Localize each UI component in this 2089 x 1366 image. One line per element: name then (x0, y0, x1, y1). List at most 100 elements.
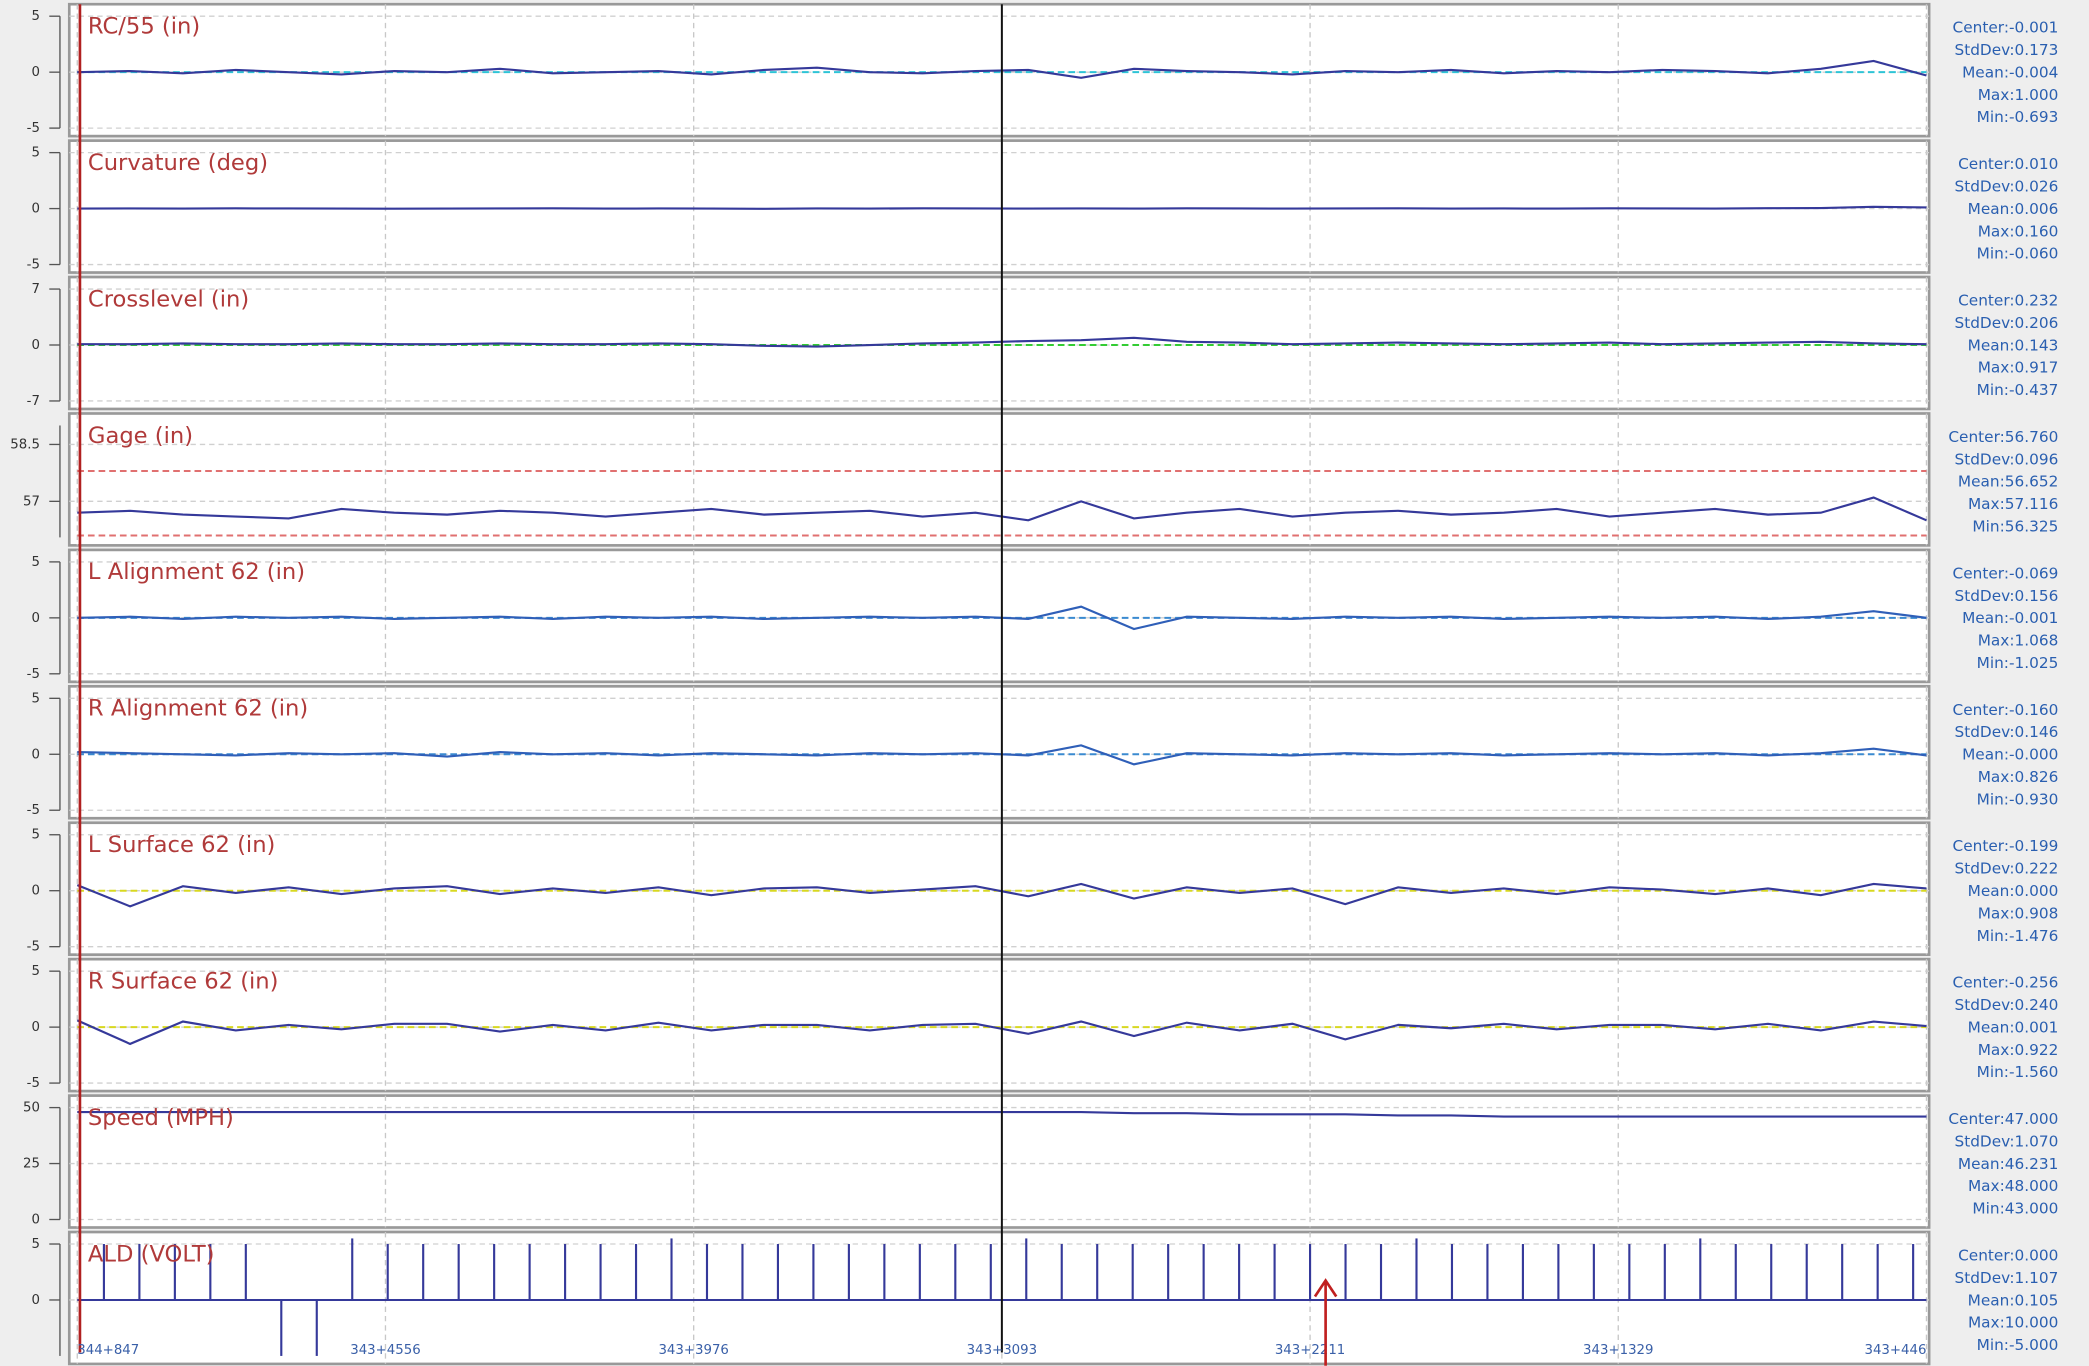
y-tick-label: 5 (31, 1237, 39, 1252)
stat: Mean:0.006 (1968, 200, 2059, 218)
panel-title: Crosslevel (in) (88, 286, 249, 312)
x-tick-label: 343+1329 (1583, 1343, 1653, 1358)
stat: Mean:0.001 (1968, 1018, 2059, 1036)
stat: Mean:0.143 (1968, 336, 2059, 354)
stat: Mean:56.652 (1958, 473, 2058, 491)
stat: Max:1.000 (1978, 86, 2059, 104)
stat: StdDev:0.146 (1954, 723, 2058, 741)
y-tick-label: 0 (31, 65, 39, 80)
stat: Center:0.232 (1958, 292, 2058, 310)
stat: Center:-0.001 (1953, 19, 2059, 37)
x-tick-label: 343+446 (1864, 1343, 1926, 1358)
stat: Min:-5.000 (1977, 1336, 2059, 1354)
panel (67, 1230, 1931, 1366)
stat: StdDev:0.156 (1954, 587, 2058, 605)
stat: StdDev:1.070 (1954, 1132, 2058, 1150)
y-tick-label: -7 (27, 394, 40, 409)
stat: Mean:-0.004 (1962, 63, 2058, 81)
x-tick-label: 344+847 (77, 1343, 139, 1358)
stat: Center:0.010 (1958, 155, 2058, 173)
stat: Min:56.325 (1972, 517, 2058, 535)
y-tick-label: 0 (31, 884, 39, 899)
stat: Min:-1.025 (1977, 654, 2059, 672)
y-tick-label: 57 (23, 494, 40, 509)
y-tick-label: 5 (31, 9, 39, 24)
stat: StdDev:0.206 (1954, 314, 2058, 332)
stat: Mean:46.231 (1958, 1155, 2058, 1173)
panel-title: R Surface 62 (in) (88, 968, 279, 994)
stat: Min:-1.476 (1977, 927, 2059, 945)
stat: Max:48.000 (1968, 1177, 2058, 1195)
panel-title: L Alignment 62 (in) (88, 559, 305, 585)
stat: Min:-0.930 (1977, 790, 2059, 808)
y-tick-label: -5 (27, 667, 40, 682)
y-tick-label: 0 (31, 1213, 39, 1228)
stat: Max:1.068 (1978, 632, 2059, 650)
panel-title: Speed (MPH) (88, 1105, 234, 1131)
panel-title: ALD (VOLT) (88, 1241, 215, 1267)
stat: Center:-0.069 (1953, 564, 2059, 582)
y-tick-label: 0 (31, 202, 39, 217)
stat: Mean:-0.000 (1962, 746, 2058, 764)
panel (67, 684, 1931, 820)
x-tick-label: 343+4556 (350, 1343, 420, 1358)
y-tick-label: 7 (31, 282, 39, 297)
y-tick-label: -5 (27, 1076, 40, 1091)
y-tick-label: 58.5 (10, 437, 40, 452)
panel-title: L Surface 62 (in) (88, 832, 275, 858)
stat: StdDev:0.222 (1954, 860, 2058, 878)
panel (67, 548, 1931, 684)
y-tick-label: 0 (31, 747, 39, 762)
stat: Min:-0.060 (1977, 245, 2059, 263)
panel (67, 139, 1931, 274)
y-tick-label: 0 (31, 1020, 39, 1035)
stat: StdDev:1.107 (1954, 1269, 2058, 1287)
stat: Max:0.160 (1978, 222, 2059, 240)
stat: Center:0.000 (1958, 1247, 2058, 1265)
y-tick-label: 0 (31, 611, 39, 626)
x-tick-label: 343+2211 (1275, 1343, 1345, 1358)
y-tick-label: 50 (23, 1101, 40, 1116)
y-tick-label: -5 (27, 940, 40, 955)
stat: Center:-0.199 (1953, 837, 2059, 855)
y-tick-label: 0 (31, 1293, 39, 1308)
panel-title: RC/55 (in) (88, 14, 200, 40)
y-tick-label: 5 (31, 828, 39, 843)
stat: Center:47.000 (1948, 1110, 2058, 1128)
y-tick-label: 5 (31, 964, 39, 979)
stat: Max:0.826 (1978, 768, 2059, 786)
panel-title: Curvature (deg) (88, 150, 268, 176)
stat: Min:-0.693 (1977, 108, 2059, 126)
stat: Min:43.000 (1972, 1200, 2058, 1218)
stat: StdDev:0.173 (1954, 41, 2058, 59)
stat: Min:-1.560 (1977, 1063, 2059, 1081)
panel (67, 1094, 1931, 1229)
stat: Max:0.908 (1978, 904, 2059, 922)
stat: Center:-0.256 (1953, 974, 2059, 992)
stat: Mean:-0.001 (1962, 609, 2058, 627)
position-arrow (1313, 1278, 1338, 1366)
stat: Max:57.116 (1968, 495, 2058, 513)
y-tick-label: 5 (31, 691, 39, 706)
panel-title: Gage (in) (88, 423, 193, 449)
y-tick-label: 25 (23, 1157, 40, 1172)
x-tick-label: 343+3976 (658, 1343, 728, 1358)
stat: Center:56.760 (1948, 428, 2058, 446)
y-tick-label: 5 (31, 146, 39, 161)
stat: StdDev:0.096 (1954, 450, 2058, 468)
stat: Mean:0.000 (1968, 882, 2059, 900)
stat: Max:0.917 (1978, 359, 2059, 377)
panel (67, 412, 1931, 547)
stat: Max:10.000 (1968, 1314, 2058, 1332)
y-tick-label: 5 (31, 555, 39, 570)
stat: StdDev:0.240 (1954, 996, 2058, 1014)
panel-title: R Alignment 62 (in) (88, 696, 308, 722)
y-tick-label: 0 (31, 338, 39, 353)
stat: Center:-0.160 (1953, 701, 2059, 719)
stat: Min:-0.437 (1977, 381, 2059, 399)
stat: Max:0.922 (1978, 1041, 2059, 1059)
y-tick-label: -5 (27, 258, 40, 273)
x-tick-label: 343+3093 (967, 1343, 1037, 1358)
